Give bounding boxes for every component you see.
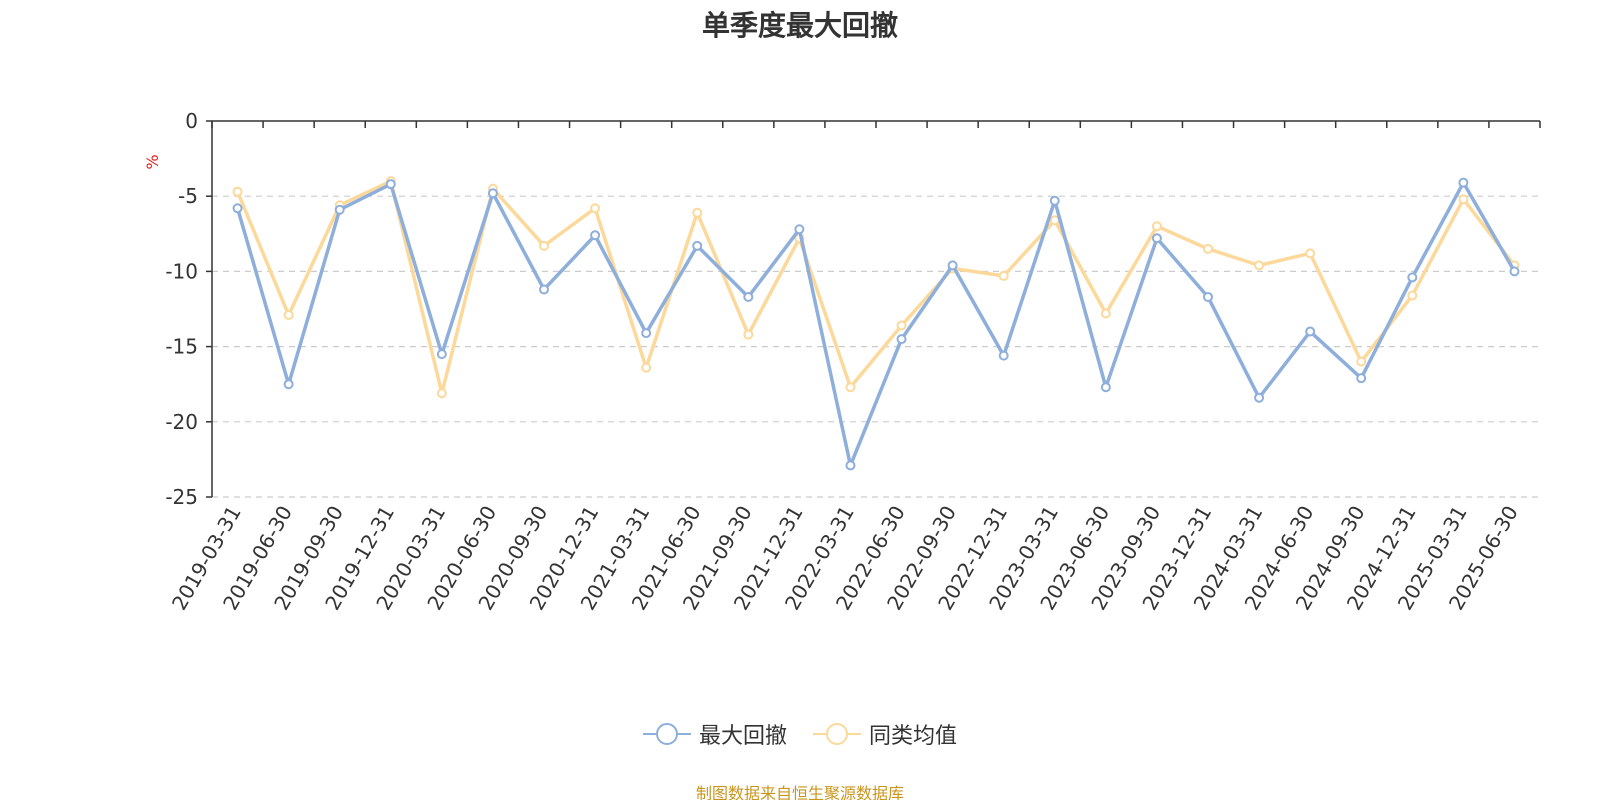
data-point [845, 460, 856, 471]
data-point [334, 204, 345, 215]
y-tick-label: -15 [165, 335, 198, 359]
line-chart: 0-5-10-15-20-25%2019-03-312019-06-302019… [143, 109, 1541, 614]
data-point [1458, 194, 1469, 205]
data-point [590, 203, 601, 214]
data-point [1509, 266, 1520, 277]
source-note: 制图数据来自恒生聚源数据库 [695, 784, 904, 800]
y-tick-label: -20 [165, 410, 198, 434]
data-point [436, 349, 447, 360]
data-point [1203, 243, 1213, 254]
legend-marker-icon [813, 723, 861, 745]
data-point [487, 188, 498, 199]
legend-item-max-drawdown[interactable]: 最大回撤 [642, 718, 787, 750]
data-point [641, 328, 652, 339]
data-point [1305, 248, 1316, 259]
legend-label: 同类均值 [869, 724, 958, 749]
data-point [1049, 195, 1060, 206]
data-point [692, 207, 703, 218]
data-point [385, 179, 396, 190]
y-axis-unit-label: % [143, 154, 162, 169]
series-line [235, 179, 1516, 395]
data-point [692, 240, 703, 251]
data-point [743, 291, 754, 302]
data-point [1305, 326, 1316, 337]
data-point [539, 240, 549, 251]
data-point [998, 270, 1009, 281]
data-point [1151, 233, 1162, 244]
series-max-drawdown [232, 177, 1520, 471]
data-point [1254, 392, 1265, 403]
data-point [1203, 291, 1213, 302]
data-point [283, 310, 294, 321]
y-tick-label: -10 [165, 259, 198, 283]
series-line [235, 180, 1516, 468]
data-point [794, 224, 805, 235]
data-point [1356, 373, 1367, 384]
data-point [1407, 290, 1418, 301]
data-point [1407, 272, 1418, 283]
chart-title: 单季度最大回撤 [701, 9, 898, 42]
data-point [1458, 177, 1469, 188]
legend-marker-icon [642, 723, 691, 745]
data-point [232, 186, 243, 197]
data-point [1100, 308, 1111, 319]
data-point [232, 203, 243, 214]
data-point [590, 230, 601, 241]
data-point [436, 388, 447, 399]
data-point [743, 329, 754, 340]
data-point [845, 382, 856, 393]
legend-item-peer-average[interactable]: 同类均值 [813, 718, 957, 750]
legend-label: 最大回撤 [698, 724, 787, 749]
data-point [998, 350, 1009, 361]
series-peer-average [232, 176, 1520, 399]
data-point [1100, 382, 1111, 393]
data-point [896, 320, 907, 331]
data-point [1356, 356, 1367, 367]
data-point [539, 284, 549, 295]
data-point [1151, 221, 1162, 232]
data-point [641, 362, 652, 373]
legend: 最大回撤 同类均值 [0, 718, 1600, 750]
data-point [1254, 260, 1265, 271]
data-point [896, 334, 907, 345]
data-point [283, 379, 294, 390]
y-tick-label: -25 [165, 485, 198, 509]
y-tick-label: 0 [185, 109, 198, 133]
data-point [947, 260, 958, 271]
y-tick-label: -5 [178, 184, 198, 208]
